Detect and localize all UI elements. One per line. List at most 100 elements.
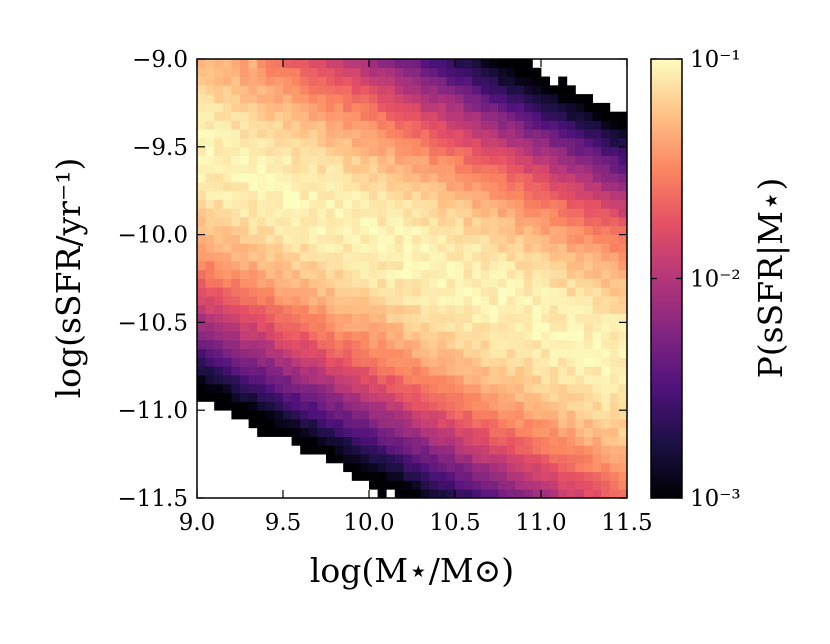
heatmap-cell	[343, 217, 353, 227]
heatmap-cell	[403, 181, 413, 192]
heatmap-cell	[601, 462, 611, 473]
heatmap-cell	[360, 225, 370, 235]
heatmap-cell	[386, 173, 396, 183]
heatmap-cell	[437, 94, 447, 104]
heatmap-cell	[222, 173, 232, 183]
heatmap-cell	[558, 164, 568, 174]
heatmap-cell	[566, 155, 576, 165]
heatmap-cell	[532, 471, 542, 481]
heatmap-cell	[446, 164, 456, 174]
heatmap-cell	[506, 94, 516, 104]
heatmap-cell	[558, 278, 568, 288]
heatmap-cell	[377, 269, 387, 279]
heatmap-cell	[618, 181, 628, 192]
heatmap-cell	[558, 102, 568, 113]
heatmap-cell	[308, 366, 318, 376]
heatmap-cell	[523, 313, 533, 323]
heatmap-cell	[283, 287, 292, 297]
heatmap-cell	[429, 146, 439, 156]
heatmap-cell	[240, 67, 249, 77]
heatmap-cell	[291, 85, 301, 95]
heatmap-cell	[231, 260, 241, 271]
heatmap-cell	[584, 94, 593, 104]
heatmap-cell	[377, 462, 387, 473]
heatmap-cell	[429, 173, 439, 183]
heatmap-cell	[463, 138, 473, 148]
heatmap-cell	[558, 199, 568, 209]
heatmap-cell	[412, 164, 421, 174]
heatmap-cell	[222, 111, 232, 121]
heatmap-cell	[429, 392, 439, 402]
heatmap-cell	[197, 120, 206, 130]
heatmap-cell	[463, 85, 473, 95]
heatmap-cell	[369, 401, 378, 411]
heatmap-cell	[308, 59, 318, 69]
heatmap-cell	[549, 436, 559, 446]
heatmap-cell	[360, 313, 370, 323]
heatmap-cell	[257, 252, 267, 262]
heatmap-cell	[601, 418, 611, 429]
heatmap-cell	[532, 480, 542, 490]
heatmap-cell	[506, 313, 516, 323]
heatmap-cell	[480, 392, 490, 402]
heatmap-cell	[257, 339, 267, 350]
heatmap-cell	[480, 331, 490, 341]
heatmap-cell	[420, 296, 430, 306]
heatmap-cell	[300, 410, 310, 420]
heatmap-cell	[541, 383, 550, 394]
heatmap-cell	[532, 296, 542, 306]
heatmap-cell	[472, 155, 482, 165]
heatmap-cell	[480, 67, 490, 77]
heatmap-cell	[455, 462, 464, 473]
heatmap-cell	[231, 401, 241, 411]
heatmap-cell	[334, 445, 344, 455]
heatmap-cell	[386, 146, 396, 156]
heatmap-cell	[222, 339, 232, 350]
heatmap-cell	[592, 462, 602, 473]
heatmap-cell	[446, 76, 456, 86]
heatmap-cell	[360, 181, 370, 192]
heatmap-cell	[463, 269, 473, 279]
heatmap-cell	[489, 480, 499, 490]
heatmap-cell	[575, 252, 585, 262]
heatmap-cell	[532, 155, 542, 165]
heatmap-cell	[334, 313, 344, 323]
heatmap-cell	[618, 348, 628, 358]
heatmap-cell	[386, 392, 396, 402]
heatmap-cell	[480, 146, 490, 156]
heatmap-cell	[609, 138, 619, 148]
heatmap-cell	[558, 392, 568, 402]
heatmap-cell	[446, 85, 456, 95]
heatmap-cell	[283, 304, 292, 315]
heatmap-cell	[506, 269, 516, 279]
heatmap-cell	[584, 313, 593, 323]
heatmap-cell	[618, 383, 628, 394]
heatmap-cell	[394, 471, 404, 481]
heatmap-cell	[412, 427, 421, 437]
heatmap-cell	[197, 366, 206, 376]
heatmap-cell	[403, 339, 413, 350]
heatmap-cell	[222, 138, 232, 148]
heatmap-cell	[214, 146, 224, 156]
heatmap-cell	[369, 120, 378, 130]
heatmap-cell	[532, 208, 542, 218]
heatmap-cell	[197, 94, 206, 104]
heatmap-cell	[403, 304, 413, 315]
heatmap-cell	[609, 480, 619, 490]
heatmap-cell	[446, 471, 456, 481]
heatmap-cell	[541, 225, 550, 235]
heatmap-cell	[274, 146, 284, 156]
heatmap-cell	[549, 173, 559, 183]
heatmap-cell	[609, 436, 619, 446]
heatmap-cell	[532, 146, 542, 156]
heatmap-cell	[541, 278, 550, 288]
heatmap-cell	[532, 357, 542, 367]
heatmap-cell	[403, 120, 413, 130]
heatmap-cell	[205, 111, 215, 121]
heatmap-cell	[222, 331, 232, 341]
heatmap-cell	[420, 208, 430, 218]
heatmap-cell	[351, 164, 361, 174]
heatmap-cell	[463, 304, 473, 315]
heatmap-cell	[420, 199, 430, 209]
heatmap-cell	[455, 278, 464, 288]
